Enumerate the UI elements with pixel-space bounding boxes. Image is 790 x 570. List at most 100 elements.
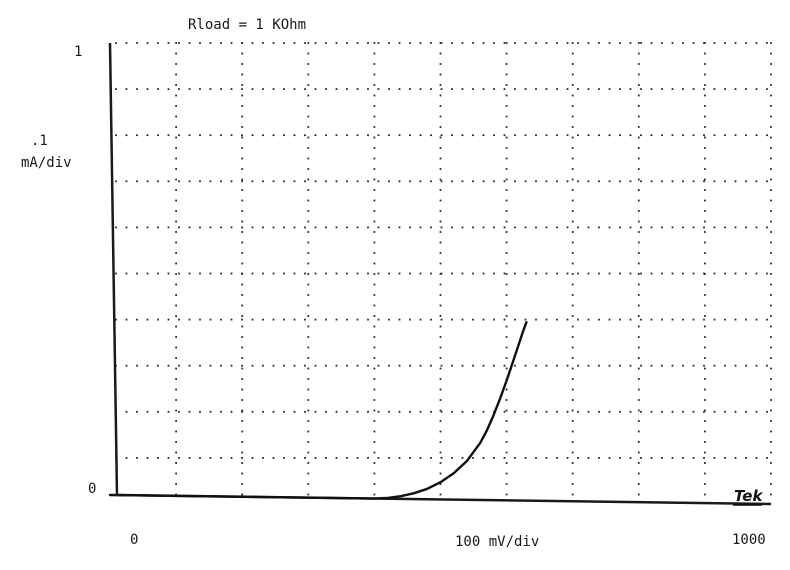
grid-dot (157, 410, 159, 413)
grid-dot (439, 189, 442, 191)
grid-dot (346, 410, 348, 413)
grid-dot (571, 273, 574, 275)
y-scale-unit: mA/div (21, 155, 72, 171)
grid-dot (766, 410, 768, 413)
grid-dot (503, 318, 506, 321)
grid-dot (325, 364, 327, 367)
grid-dot (629, 272, 632, 275)
grid-dot (367, 42, 369, 44)
grid-dot (587, 42, 590, 44)
grid-dot (373, 315, 376, 317)
grid-dot (409, 364, 411, 367)
grid-dot (571, 483, 574, 485)
grid-dot (241, 84, 244, 86)
grid-dot (637, 325, 640, 328)
grid-dot (461, 272, 464, 275)
grid-dot (178, 88, 180, 90)
grid-dot (704, 451, 706, 454)
grid-dot (314, 226, 317, 229)
grid-dot (704, 493, 706, 496)
grid-dot (524, 88, 527, 90)
grid-dot (293, 457, 296, 459)
grid-dot (439, 73, 442, 76)
grid-dot (734, 410, 737, 413)
grid-dot (472, 88, 474, 90)
grid-dot (703, 226, 705, 229)
grid-dot (125, 226, 128, 229)
grid-dot (704, 178, 706, 181)
grid-dot (125, 364, 128, 367)
grid-dot (325, 318, 327, 321)
grid-dot (619, 42, 621, 44)
grid-dot (755, 318, 758, 321)
grid-dot (241, 199, 244, 202)
grid-dot (493, 226, 495, 229)
grid-dot (640, 410, 642, 413)
grid-dot (175, 378, 177, 380)
grid-dot (209, 42, 212, 44)
grid-dot (304, 134, 306, 137)
grid-dot (167, 410, 170, 413)
grid-dot (307, 493, 310, 496)
grid-dot (704, 157, 706, 160)
grid-dot (241, 409, 244, 412)
grid-dot (199, 134, 201, 137)
grid-dot (262, 272, 264, 275)
grid-dot (770, 315, 772, 317)
grid-dot (505, 315, 508, 317)
grid-dot (505, 283, 508, 286)
grid-dot (505, 336, 508, 338)
grid-dot (704, 220, 706, 223)
grid-dot (307, 73, 310, 76)
grid-dot (373, 451, 376, 454)
grid-dot (493, 42, 495, 44)
grid-dot (637, 252, 640, 254)
grid-dot (692, 364, 695, 367)
grid-dot (199, 272, 201, 275)
y-scale-value: .1 (31, 133, 48, 149)
grid-dot (373, 399, 376, 401)
grid-dot (367, 457, 369, 459)
grid-dot (650, 457, 653, 459)
grid-dot (770, 147, 772, 149)
grid-dot (356, 318, 359, 321)
grid-dot (505, 157, 508, 160)
grid-dot (766, 364, 768, 367)
grid-dot (307, 136, 310, 139)
grid-dot (571, 409, 574, 412)
grid-dot (671, 226, 674, 229)
grid-dot (175, 147, 177, 149)
grid-dot (704, 105, 706, 107)
grid-dot (373, 430, 376, 433)
grid-dot (650, 410, 653, 413)
grid-dot (440, 180, 443, 183)
grid-dot (461, 134, 464, 137)
grid-dot (505, 168, 508, 170)
grid-dot (241, 42, 244, 44)
grid-dot (325, 88, 327, 90)
grid-dot (745, 226, 747, 229)
grid-dot (377, 180, 380, 183)
grid-dot (293, 88, 296, 90)
grid-dot (146, 364, 149, 367)
grid-dot (272, 42, 275, 44)
grid-dot (713, 457, 716, 459)
grid-dot (175, 157, 177, 160)
grid-dot (704, 409, 706, 412)
grid-dot (505, 409, 508, 412)
grid-dot (671, 364, 674, 367)
grid-dot (505, 147, 508, 149)
grid-dot (307, 231, 310, 233)
grid-dot (704, 283, 706, 286)
grid-dot (704, 462, 706, 464)
grid-dot (598, 318, 600, 321)
grid-dot (505, 241, 508, 244)
grid-dot (373, 262, 376, 265)
grid-dot (304, 226, 306, 229)
grid-dot (230, 180, 233, 183)
grid-dot (650, 180, 653, 183)
grid-dot (241, 157, 244, 160)
grid-dot (398, 180, 401, 183)
grid-dot (241, 483, 244, 485)
grid-dot (704, 483, 706, 485)
